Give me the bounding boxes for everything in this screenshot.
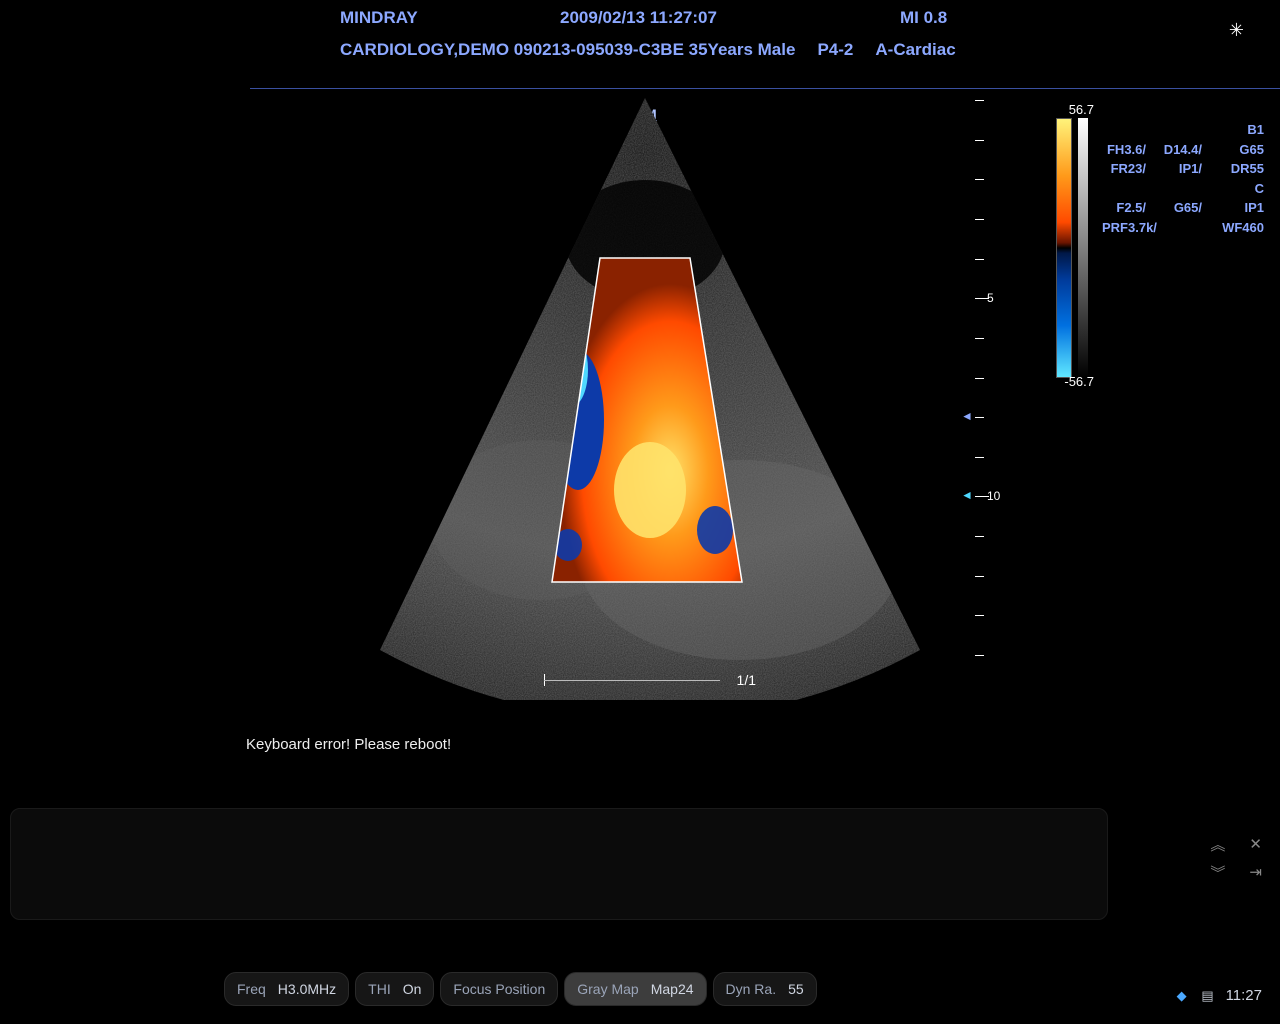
param-row: B1 [1096,120,1264,140]
depth-tick [975,457,984,458]
cine-line [544,680,720,681]
depth-tick [975,378,984,379]
softkey-gray-map[interactable]: Gray Map Map24 [564,972,706,1006]
softkey-value: H3.0MHz [278,981,336,997]
param-value [1102,179,1146,199]
softkey-dyn-ra-[interactable]: Dyn Ra. 55 [713,972,817,1006]
softkey-focus-position[interactable]: Focus Position [440,972,558,1006]
grayscale-bar [1078,118,1088,378]
depth-tick [975,100,984,101]
tray-clock: 11:27 [1226,987,1262,1004]
panel-down-icon[interactable]: ︾ [1210,862,1225,883]
status-message: Keyboard error! Please reboot! [246,736,451,753]
softkey-freq[interactable]: Freq H3.0MHz [224,972,349,1006]
param-value: IP1 [1214,198,1264,218]
param-value [1158,218,1202,238]
depth-tick [975,179,984,180]
datetime-label: 2009/02/13 11:27:07 [560,8,860,28]
mi-label: MI 0.8 [900,8,1020,28]
param-value: D14.4/ [1158,140,1202,160]
depth-tick [975,615,984,616]
tray-storage-icon[interactable]: ▤ [1200,988,1216,1004]
param-row: C [1096,179,1264,199]
velocity-top-label: 56.7 [1069,102,1094,117]
param-value: B1 [1214,120,1264,140]
param-value: FH3.6/ [1102,140,1146,160]
softkey-value: Map24 [651,981,694,997]
param-value: IP1/ [1158,159,1202,179]
ultrasound-image [310,90,980,700]
depth-scale: 510◄◄ [965,100,995,670]
param-value: C [1214,179,1264,199]
param-value [1158,120,1202,140]
param-row: F2.5/G65/IP1 [1096,198,1264,218]
param-row: FR23/IP1/DR55 [1096,159,1264,179]
brand-label: MINDRAY [340,8,520,28]
param-value: FR23/ [1102,159,1146,179]
softkey-value: 55 [788,981,804,997]
system-tray: ◆ ▤ 11:27 [1174,987,1262,1004]
probe-label: P4-2 [817,40,853,60]
param-value: DR55 [1214,159,1264,179]
cine-frame-label: 1/1 [737,672,756,688]
param-value: G65 [1214,140,1264,160]
param-value: F2.5/ [1102,198,1146,218]
header-rule [250,88,1280,89]
focus-arrow-icon: ◄ [961,409,973,423]
depth-tick [975,219,984,220]
tray-network-icon[interactable]: ◆ [1174,988,1190,1004]
preset-label: A-Cardiac [875,40,955,60]
panel-controls: ︽ ✕ ︾ ⇥ [1162,830,1262,886]
softkey-label: Gray Map [577,981,638,997]
panel-close-icon[interactable]: ✕ [1249,835,1262,853]
depth-tick [975,140,984,141]
softkey-label: Freq [237,981,266,997]
param-value [1158,179,1202,199]
param-value [1102,120,1146,140]
softkey-label: THI [368,981,391,997]
depth-tick [975,536,984,537]
focus-arrow-icon: ◄ [961,488,973,502]
imaging-parameters: B1FH3.6/D14.4/G65FR23/IP1/DR55CF2.5/G65/… [1096,120,1264,237]
depth-tick [975,259,984,260]
cine-bar[interactable]: 1/1 [544,672,744,692]
softkey-value: On [403,981,422,997]
depth-tick [975,655,984,656]
depth-label: 10 [987,489,1000,503]
softkey-thi[interactable]: THI On [355,972,434,1006]
patient-label: CARDIOLOGY,DEMO 090213-095039-C3BE 35Yea… [340,40,795,60]
softkey-label: Focus Position [453,981,545,997]
param-row: FH3.6/D14.4/G65 [1096,140,1264,160]
depth-tick [975,338,984,339]
velocity-bottom-label: -56.7 [1064,374,1094,389]
panel-export-icon[interactable]: ⇥ [1249,863,1262,881]
softkey-bar: Freq H3.0MHz THI On Focus Position Gray Map Ma… [224,972,817,1006]
param-value: PRF3.7k/ [1102,218,1146,238]
velocity-color-bar [1056,118,1072,378]
depth-tick [975,417,984,418]
param-value: WF460 [1214,218,1264,238]
depth-tick [975,576,984,577]
header: MINDRAY 2009/02/13 11:27:07 MI 0.8 CARDI… [250,0,1280,68]
param-value: G65/ [1158,198,1202,218]
message-panel [10,808,1108,920]
freeze-icon[interactable]: ✳ [1229,20,1244,41]
param-row: PRF3.7k/WF460 [1096,218,1264,238]
softkey-label: Dyn Ra. [726,981,777,997]
panel-up-icon[interactable]: ︽ [1210,834,1225,855]
